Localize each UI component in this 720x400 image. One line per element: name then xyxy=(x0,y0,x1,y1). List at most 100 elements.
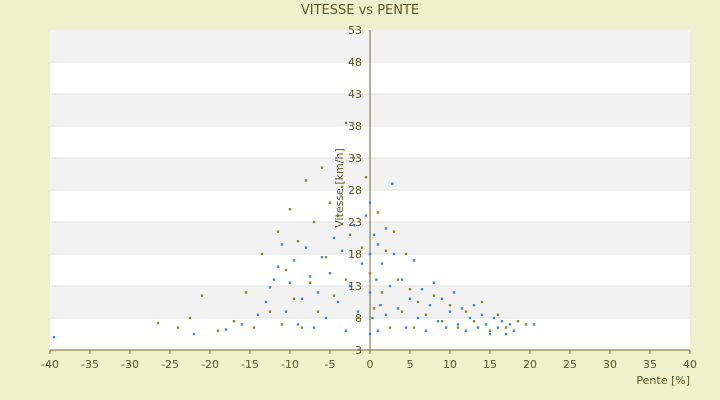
x-tick-label: -30 xyxy=(121,358,139,371)
data-point xyxy=(392,230,396,233)
data-point xyxy=(52,336,56,339)
data-point xyxy=(376,211,380,214)
data-point xyxy=(396,307,400,310)
data-point xyxy=(452,291,456,294)
data-point xyxy=(408,297,412,300)
data-point xyxy=(376,329,380,332)
data-point xyxy=(264,300,268,304)
data-point xyxy=(372,233,376,236)
data-point xyxy=(232,320,236,323)
data-point xyxy=(296,240,300,243)
data-point xyxy=(504,332,508,336)
data-point xyxy=(504,326,508,329)
data-point xyxy=(416,300,420,304)
data-point xyxy=(424,313,428,316)
data-point xyxy=(400,310,404,313)
data-point xyxy=(468,316,472,320)
data-point xyxy=(292,297,296,300)
data-point xyxy=(296,323,300,326)
data-point xyxy=(392,252,396,256)
x-tick-label: 10 xyxy=(443,358,457,371)
y-tick-label: 53 xyxy=(348,24,362,37)
x-tick-label: 25 xyxy=(563,358,577,371)
data-point xyxy=(456,323,460,326)
data-point xyxy=(508,323,512,326)
data-point xyxy=(200,294,204,297)
data-point xyxy=(304,246,308,249)
x-tick-label: 40 xyxy=(683,358,697,371)
data-point xyxy=(492,316,496,320)
data-point xyxy=(304,179,308,182)
data-point xyxy=(368,201,372,204)
data-point xyxy=(512,329,516,332)
data-point xyxy=(379,304,382,307)
data-point xyxy=(252,326,256,329)
data-point xyxy=(328,201,332,204)
data-point xyxy=(288,281,292,284)
data-point xyxy=(280,323,284,326)
x-tick-label: -35 xyxy=(81,358,99,371)
data-point xyxy=(356,316,360,320)
chart-title: VITESSE vs PENTE xyxy=(301,3,419,18)
x-tick-label: -5 xyxy=(325,358,336,371)
x-tick-label: -10 xyxy=(281,358,299,371)
data-point xyxy=(340,249,344,252)
data-point xyxy=(332,294,336,297)
data-point xyxy=(488,332,492,336)
data-point xyxy=(384,227,388,230)
data-point xyxy=(480,300,484,304)
data-point xyxy=(352,224,356,227)
data-point xyxy=(368,272,372,275)
x-tick-label: 5 xyxy=(407,358,414,371)
data-point xyxy=(416,316,420,320)
x-tick-label: 0 xyxy=(367,358,374,371)
data-point xyxy=(244,291,248,294)
x-tick-label: 15 xyxy=(483,358,497,371)
data-point xyxy=(356,310,360,313)
data-point xyxy=(496,326,500,329)
data-point xyxy=(284,310,288,313)
x-tick-label: -25 xyxy=(161,358,179,371)
data-point xyxy=(192,332,196,336)
data-point xyxy=(484,323,488,326)
data-points xyxy=(52,121,536,339)
data-point xyxy=(532,323,536,326)
data-point xyxy=(420,288,424,291)
data-point xyxy=(375,278,378,281)
data-point xyxy=(336,214,340,217)
data-point xyxy=(516,320,520,323)
data-point xyxy=(340,185,344,188)
data-point xyxy=(480,313,484,316)
x-axis-ticks: -40 -35 -30 -25 -20 -15 -10 -5 0 5 10 15 20 25 30 35 40 xyxy=(41,350,697,371)
data-point xyxy=(464,329,468,332)
data-point xyxy=(316,291,320,294)
y-tick-label: 43 xyxy=(348,88,362,101)
data-point xyxy=(276,265,280,268)
data-point xyxy=(388,326,392,329)
data-point xyxy=(288,208,292,211)
x-tick-label: -15 xyxy=(241,358,259,371)
x-tick-label: 30 xyxy=(603,358,617,371)
data-point xyxy=(268,286,272,289)
data-point xyxy=(344,278,348,281)
series-2 xyxy=(156,121,528,332)
data-point xyxy=(300,326,304,329)
data-point xyxy=(368,332,372,336)
data-point xyxy=(364,176,368,179)
data-point xyxy=(380,262,384,265)
data-point xyxy=(388,284,392,288)
data-point xyxy=(371,316,374,320)
data-point xyxy=(428,304,432,307)
data-point xyxy=(308,275,312,278)
data-point xyxy=(440,320,444,323)
data-point xyxy=(436,320,440,323)
data-point xyxy=(256,313,260,316)
data-point xyxy=(216,329,220,332)
data-point xyxy=(364,214,368,217)
series-1 xyxy=(52,182,536,339)
data-point xyxy=(376,243,380,246)
data-point xyxy=(276,230,280,233)
data-point xyxy=(156,321,160,325)
data-point xyxy=(432,281,436,284)
data-point xyxy=(500,320,504,323)
